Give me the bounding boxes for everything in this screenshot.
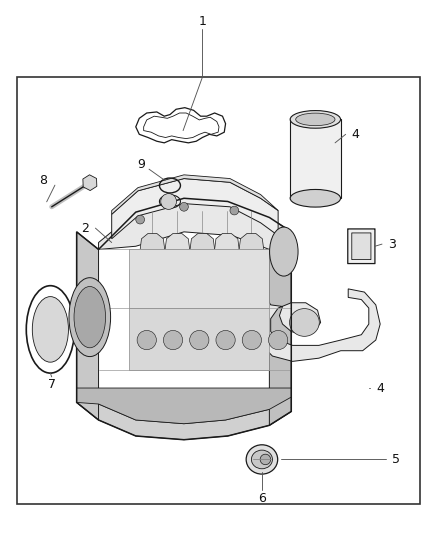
Circle shape xyxy=(136,215,145,224)
Polygon shape xyxy=(112,179,278,239)
Polygon shape xyxy=(112,175,278,214)
Text: 7: 7 xyxy=(48,378,56,391)
FancyBboxPatch shape xyxy=(348,229,375,264)
Text: 4: 4 xyxy=(376,382,384,394)
Ellipse shape xyxy=(32,296,68,362)
Ellipse shape xyxy=(290,309,319,336)
Text: 1: 1 xyxy=(198,15,206,28)
Ellipse shape xyxy=(269,227,298,276)
Circle shape xyxy=(137,330,156,350)
Polygon shape xyxy=(239,233,264,253)
Ellipse shape xyxy=(246,445,278,474)
Text: 5: 5 xyxy=(392,453,400,466)
Polygon shape xyxy=(262,289,380,361)
Polygon shape xyxy=(215,233,239,253)
Bar xyxy=(290,119,341,198)
Polygon shape xyxy=(83,175,97,191)
Ellipse shape xyxy=(296,113,335,126)
Ellipse shape xyxy=(69,278,110,357)
Circle shape xyxy=(163,330,183,350)
Text: 3: 3 xyxy=(388,238,396,251)
FancyBboxPatch shape xyxy=(352,233,371,260)
Polygon shape xyxy=(269,232,291,425)
Polygon shape xyxy=(99,198,291,249)
Circle shape xyxy=(161,193,177,209)
Text: 6: 6 xyxy=(258,492,266,505)
Ellipse shape xyxy=(74,287,106,348)
Circle shape xyxy=(180,203,188,211)
Text: 8: 8 xyxy=(39,174,47,187)
Circle shape xyxy=(242,330,261,350)
Circle shape xyxy=(260,454,271,465)
Circle shape xyxy=(268,330,288,350)
Ellipse shape xyxy=(251,450,272,469)
Polygon shape xyxy=(77,388,291,424)
Bar xyxy=(129,308,269,370)
Circle shape xyxy=(230,206,239,215)
Bar xyxy=(129,249,269,308)
Polygon shape xyxy=(190,233,215,253)
Polygon shape xyxy=(140,233,165,253)
Polygon shape xyxy=(165,233,190,253)
Ellipse shape xyxy=(290,189,341,207)
Text: 2: 2 xyxy=(81,222,89,235)
Bar xyxy=(17,77,420,504)
Circle shape xyxy=(216,330,235,350)
Ellipse shape xyxy=(290,110,341,128)
Polygon shape xyxy=(77,232,99,420)
Polygon shape xyxy=(144,113,219,139)
Text: 9: 9 xyxy=(137,158,145,171)
Circle shape xyxy=(190,330,209,350)
Polygon shape xyxy=(77,388,291,440)
Text: 4: 4 xyxy=(352,128,360,141)
